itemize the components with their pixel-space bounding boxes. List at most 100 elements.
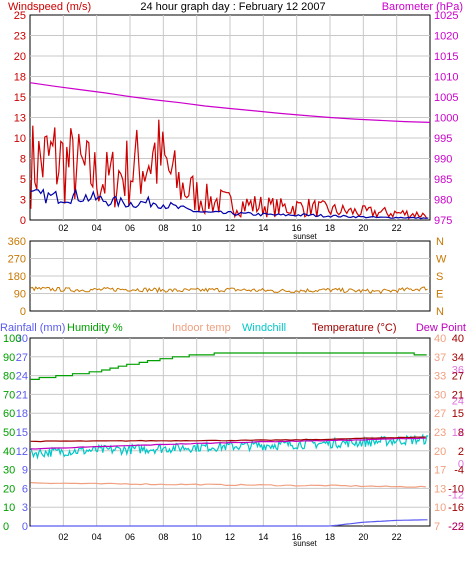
temperature-y-tick: 21 bbox=[452, 389, 464, 401]
direction-y-tick: 90 bbox=[14, 289, 26, 301]
indoor-temp-y-tick: 13 bbox=[434, 483, 446, 495]
wind-y-tick: 13 bbox=[14, 113, 26, 125]
rainfall-line bbox=[30, 519, 428, 527]
rain-y-tick: 12 bbox=[16, 446, 28, 458]
wind-x-tick: 22 bbox=[392, 223, 402, 233]
humidity-line bbox=[30, 352, 427, 380]
multi-x-tick: 20 bbox=[358, 532, 368, 542]
wind-y-tick: 10 bbox=[14, 133, 26, 145]
temperature-y-tick: 40 bbox=[452, 333, 464, 345]
dewpoint-line bbox=[30, 437, 426, 450]
wind-x-tick: 02 bbox=[58, 223, 68, 233]
barometer-line bbox=[29, 82, 431, 123]
wind-y-tick: 20 bbox=[14, 51, 26, 63]
compass-y-tick: N bbox=[436, 306, 444, 318]
wind-y-tick: 8 bbox=[20, 154, 26, 166]
temperature-y-tick: 2 bbox=[458, 446, 464, 458]
compass-y-tick: E bbox=[436, 289, 443, 301]
wind-x-tick: 04 bbox=[92, 223, 102, 233]
temperature-y-tick: -22 bbox=[448, 521, 464, 533]
compass-y-tick: S bbox=[436, 271, 443, 283]
rain-y-tick: 3 bbox=[22, 502, 28, 514]
multi-x-tick: 12 bbox=[225, 532, 235, 542]
direction-y-tick: 180 bbox=[8, 271, 26, 283]
left-axis-title-windspeed: Windspeed (m/s) bbox=[8, 1, 91, 13]
header-windchill: Windchill bbox=[242, 322, 286, 334]
barometer-y-tick: 990 bbox=[434, 154, 452, 166]
page-title: 24 hour graph day : February 12 2007 bbox=[140, 1, 325, 13]
barometer-y-tick: 1005 bbox=[434, 92, 458, 104]
wind-x-tick: 16 bbox=[292, 223, 302, 233]
label-layer: 02 04 06 08 10 12 14 16 18 20 22252320181513108530… bbox=[3, 10, 464, 542]
multi-x-tick: 22 bbox=[392, 532, 402, 542]
wind-y-tick: 25 bbox=[14, 10, 26, 22]
barometer-y-tick: 1015 bbox=[434, 51, 458, 63]
indoor-temp-y-tick: 7 bbox=[434, 521, 440, 533]
humidity-y-tick: 60 bbox=[3, 408, 15, 420]
wind-y-tick: 0 bbox=[20, 215, 26, 227]
windspeed-avg-line bbox=[30, 188, 429, 220]
temperature-y-tick: -10 bbox=[448, 483, 464, 495]
multi-x-tick: 04 bbox=[92, 532, 102, 542]
rain-y-tick: 9 bbox=[22, 465, 28, 477]
temperature-y-tick: -16 bbox=[448, 502, 464, 514]
dewpoint-y-tick: -25 bbox=[448, 521, 464, 533]
barometer-y-tick: 1000 bbox=[434, 113, 458, 125]
multi-x-tick: 06 bbox=[125, 532, 135, 542]
wind-direction-line bbox=[30, 286, 428, 295]
temperature-y-tick: 27 bbox=[452, 371, 464, 383]
wind-x-tick: 14 bbox=[258, 223, 268, 233]
multi-x-tick: 18 bbox=[325, 532, 335, 542]
right-axis-title-barometer: Barometer (hPa) bbox=[382, 1, 463, 13]
barometer-y-tick: 985 bbox=[434, 174, 452, 186]
indoor-temp-y-tick: 30 bbox=[434, 389, 446, 401]
humidity-y-tick: 20 bbox=[3, 483, 15, 495]
humidity-y-tick: 0 bbox=[3, 521, 9, 533]
header-humidity: Humidity % bbox=[67, 322, 123, 334]
temperature-y-tick: 15 bbox=[452, 408, 464, 420]
dewpoint-y-tick: -12 bbox=[448, 490, 464, 502]
rain-y-tick: 15 bbox=[16, 427, 28, 439]
header-rainfall: Rainfall (mm) bbox=[0, 322, 65, 334]
direction-y-tick: 270 bbox=[8, 254, 26, 266]
windspeed-gust-line bbox=[30, 119, 428, 220]
wind-x-tick: 08 bbox=[158, 223, 168, 233]
humidity-y-tick: 70 bbox=[3, 389, 15, 401]
compass-y-tick: N bbox=[436, 236, 444, 248]
indoor-temp-y-tick: 40 bbox=[434, 333, 446, 345]
indoor-temp-line bbox=[30, 482, 426, 488]
barometer-y-tick: 980 bbox=[434, 195, 452, 207]
wind-y-tick: 23 bbox=[14, 31, 26, 43]
humidity-y-tick: 100 bbox=[3, 333, 21, 345]
wind-x-tick: 12 bbox=[225, 223, 235, 233]
indoor-temp-y-tick: 20 bbox=[434, 446, 446, 458]
wind-x-tick: 06 bbox=[125, 223, 135, 233]
wind-y-tick: 15 bbox=[14, 92, 26, 104]
dewpoint-y-tick: 24 bbox=[452, 396, 464, 408]
indoor-temp-y-tick: 23 bbox=[434, 427, 446, 439]
barometer-y-tick: 975 bbox=[434, 215, 452, 227]
indoor-temp-y-tick: 33 bbox=[434, 371, 446, 383]
sunset-label-multi: sunset bbox=[293, 539, 317, 548]
temperature-y-tick: -4 bbox=[454, 465, 464, 477]
humidity-y-tick: 90 bbox=[3, 352, 15, 364]
barometer-y-tick: 995 bbox=[434, 133, 452, 145]
wind-y-tick: 3 bbox=[20, 195, 26, 207]
wind-y-tick: 18 bbox=[14, 72, 26, 84]
wind-x-tick: 18 bbox=[325, 223, 335, 233]
series-layer bbox=[29, 82, 431, 527]
temperature-y-tick: 8 bbox=[458, 427, 464, 439]
wind-x-tick: 10 bbox=[192, 223, 202, 233]
wind-y-tick: 5 bbox=[20, 174, 26, 186]
dewpoint-y-tick: 12 bbox=[452, 427, 464, 439]
windchill-line bbox=[30, 433, 429, 460]
barometer-y-tick: 1020 bbox=[434, 31, 458, 43]
multi-x-tick: 14 bbox=[258, 532, 268, 542]
temperature-y-tick: 34 bbox=[452, 352, 464, 364]
humidity-y-tick: 10 bbox=[3, 502, 15, 514]
multi-x-tick: 16 bbox=[292, 532, 302, 542]
humidity-y-tick: 40 bbox=[3, 446, 15, 458]
direction-y-tick: 360 bbox=[8, 236, 26, 248]
